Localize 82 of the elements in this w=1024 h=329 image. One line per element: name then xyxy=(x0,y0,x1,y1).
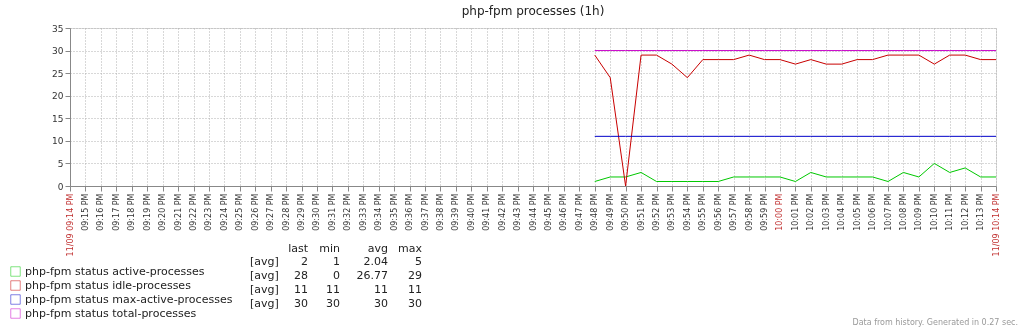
x-tick-label: 09:32 PM xyxy=(343,193,353,231)
x-tick-label: 09:49 PM xyxy=(605,193,615,231)
x-tick-label: 10:08 PM xyxy=(898,193,908,231)
x-tick-label: 09:37 PM xyxy=(420,193,430,231)
x-tick-label: 09:39 PM xyxy=(451,193,461,231)
y-tick-label: 20 xyxy=(52,91,64,102)
x-tick-label: 09:48 PM xyxy=(590,193,600,231)
x-tick-label: 09:45 PM xyxy=(543,193,553,231)
x-tick-label: 09:50 PM xyxy=(621,193,631,231)
x-tick-label: 10:11 PM xyxy=(945,193,955,231)
y-tick-label: 25 xyxy=(52,68,64,79)
x-tick-label: 09:56 PM xyxy=(713,193,723,231)
x-tick-label: 09:23 PM xyxy=(204,193,214,231)
x-tick-label: 09:58 PM xyxy=(744,193,754,231)
x-tick-label: 10:01 PM xyxy=(790,193,800,231)
text: last min avg max xyxy=(288,242,422,255)
x-tick-label: 09:26 PM xyxy=(250,193,260,231)
x-tick-label: 09:20 PM xyxy=(158,193,168,231)
x-tick-label: 10:04 PM xyxy=(837,193,847,231)
x-tick-label: 09:16 PM xyxy=(96,193,106,231)
x-tick-label: 09:43 PM xyxy=(513,193,523,231)
y-tick-label: 5 xyxy=(57,158,64,169)
x-tick-label: 10:13 PM xyxy=(976,193,986,231)
y-tick-label: 30 xyxy=(52,46,64,57)
x-tick-label: 10:09 PM xyxy=(914,193,924,231)
x-tick-label: 10:02 PM xyxy=(806,193,816,231)
x-tick-label: 09:19 PM xyxy=(142,193,152,231)
x-tick-label: 09:21 PM xyxy=(173,193,183,231)
x-tick-label: 11/09 09:14 PM xyxy=(65,193,75,257)
x-tick-label: 09:22 PM xyxy=(189,193,199,231)
x-tick-label: 09:38 PM xyxy=(435,193,445,231)
x-tick-label: 09:46 PM xyxy=(559,193,569,231)
x-tick-label: 09:33 PM xyxy=(358,193,368,231)
x-tick-label: 09:18 PM xyxy=(127,193,137,231)
x-tick-label: 09:47 PM xyxy=(574,193,584,231)
x-tick-label: 10:03 PM xyxy=(821,193,831,231)
x-tick-label: 09:40 PM xyxy=(466,193,476,231)
x-tick-label: 10:06 PM xyxy=(868,193,878,231)
x-tick-label: 10:05 PM xyxy=(852,193,862,231)
x-tick-label: 09:44 PM xyxy=(528,193,538,231)
x-tick-label: 09:36 PM xyxy=(405,193,415,231)
x-tick-label: 09:29 PM xyxy=(297,193,306,231)
x-tick-label: 09:27 PM xyxy=(266,193,276,231)
y-tick-label: 10 xyxy=(52,136,64,147)
x-tick-label: 09:24 PM xyxy=(219,193,229,231)
x-tick-label: 10:07 PM xyxy=(883,193,893,231)
x-tick-label: 09:42 PM xyxy=(497,193,507,231)
x-tick-label: 09:59 PM xyxy=(760,193,769,231)
x-tick-label: 09:25 PM xyxy=(235,193,245,231)
y-tick-label: 0 xyxy=(57,181,64,192)
x-tick-label: 09:17 PM xyxy=(111,193,121,231)
x-tick-label: 09:53 PM xyxy=(667,193,677,231)
x-tick-label: 09:28 PM xyxy=(281,193,291,231)
x-tick-label: 09:31 PM xyxy=(327,193,337,231)
x-tick-label: 09:57 PM xyxy=(729,193,739,231)
text: [avg] 28 0 26.77 29 xyxy=(250,269,422,282)
x-tick-label: 09:34 PM xyxy=(374,193,384,231)
y-tick-label: 15 xyxy=(52,113,64,124)
x-tick-label: 09:30 PM xyxy=(312,193,322,231)
legend-label: php-fpm status idle-processes xyxy=(25,278,192,292)
x-tick-label: 10:00 PM xyxy=(775,193,785,231)
x-tick-label: 09:54 PM xyxy=(682,193,692,231)
text: Data from history. Generated in 0.27 sec. xyxy=(852,318,1018,327)
x-tick-label: 09:41 PM xyxy=(482,193,492,231)
x-tick-label: 09:15 PM xyxy=(80,193,90,231)
x-tick-label: 10:10 PM xyxy=(929,193,939,231)
x-tick-label: 09:55 PM xyxy=(698,193,708,231)
legend-label: php-fpm status active-processes xyxy=(25,264,205,278)
x-tick-label: 09:51 PM xyxy=(636,193,646,231)
text: [avg] 11 11 11 11 xyxy=(250,283,422,296)
line-series xyxy=(594,54,997,187)
line-series xyxy=(594,162,997,182)
text: [avg] 30 30 30 30 xyxy=(250,297,422,310)
x-tick-label: 10:12 PM xyxy=(960,193,970,231)
legend-label: php-fpm status max-active-processes xyxy=(25,292,233,306)
x-tick-label: 09:35 PM xyxy=(389,193,399,231)
chart-title: php-fpm processes (1h) xyxy=(461,4,605,18)
text: [avg] 2 1 2.04 5 xyxy=(250,255,422,268)
legend-label: php-fpm status total-processes xyxy=(25,306,197,320)
x-tick-label: 11/09 10:14 PM xyxy=(991,193,1001,257)
y-tick-label: 35 xyxy=(52,23,64,34)
x-tick-label: 09:52 PM xyxy=(652,193,662,231)
